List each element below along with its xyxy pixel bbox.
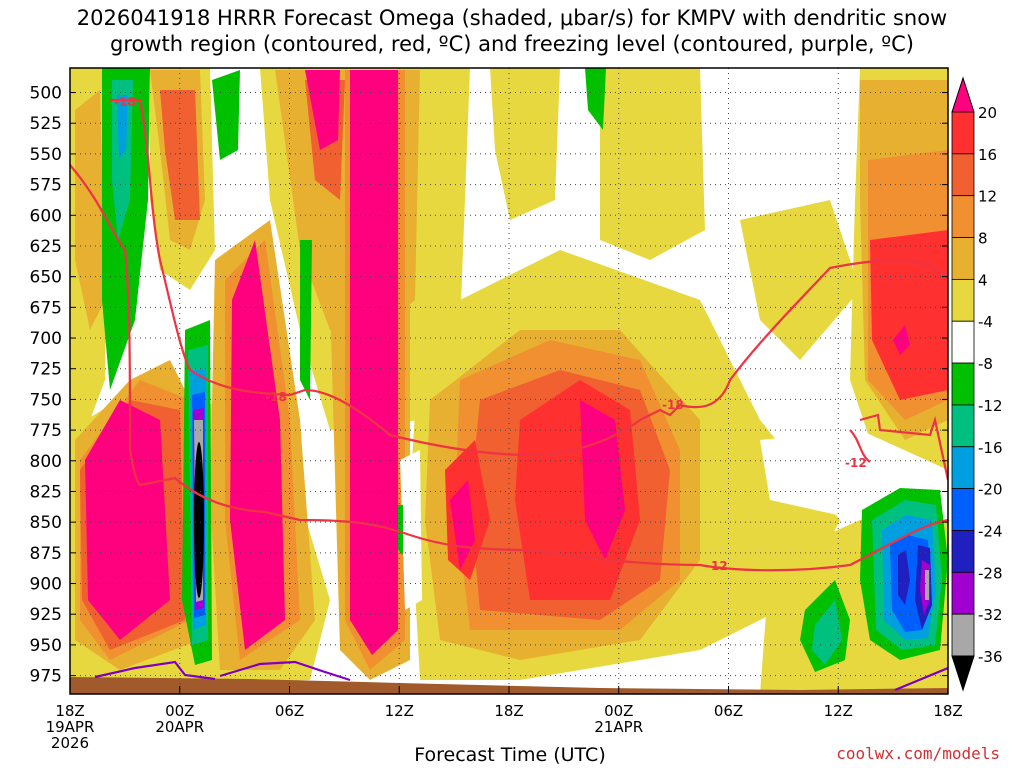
x-tick-label: 00Z bbox=[165, 702, 194, 720]
y-tick-label: 675 bbox=[30, 298, 62, 318]
colorbar-label: 20 bbox=[978, 104, 997, 122]
contour-label-group: -18 -18 -18 -12 -12 bbox=[114, 95, 867, 573]
colorbar-segment bbox=[951, 153, 975, 197]
colorbar-segment bbox=[951, 530, 975, 573]
y-tick-label: 625 bbox=[30, 237, 62, 257]
y-tick-label: 775 bbox=[30, 421, 62, 441]
x-tick-label: 12Z bbox=[385, 702, 414, 720]
colorbar-segment bbox=[951, 446, 975, 490]
colorbar-segment bbox=[951, 613, 975, 657]
y-tick-label: 550 bbox=[30, 145, 62, 165]
contour-label-dendritic: -18 bbox=[114, 95, 136, 109]
colorbar-segment bbox=[951, 111, 975, 155]
colorbar-label: 12 bbox=[978, 188, 997, 206]
y-tick-label: 525 bbox=[30, 114, 62, 134]
x-tick-date: 19APR bbox=[46, 718, 95, 736]
y-tick-label: 825 bbox=[30, 482, 62, 502]
colorbar-segment bbox=[951, 488, 975, 531]
y-tick-label: 975 bbox=[30, 667, 62, 687]
y-tick-label: 725 bbox=[30, 360, 62, 380]
y-tick-label: 750 bbox=[30, 390, 62, 410]
x-tick-label: 06Z bbox=[714, 702, 743, 720]
colorbar: 20 16 12 8 4 -4 -8 -12 -16 -20 -24 -28 -32 -36 bbox=[951, 76, 1003, 692]
colorbar-arrow-top bbox=[951, 76, 975, 113]
colorbar-label: 8 bbox=[978, 230, 988, 248]
colorbar-label: -28 bbox=[978, 564, 1003, 582]
colorbar-label: 16 bbox=[978, 146, 997, 164]
x-axis-label: Forecast Time (UTC) bbox=[414, 744, 606, 766]
colorbar-label: -12 bbox=[978, 397, 1003, 415]
y-tick-label: 500 bbox=[30, 84, 62, 104]
colorbar-label: -32 bbox=[978, 606, 1003, 624]
contour-label-dendritic: -12 bbox=[706, 559, 728, 573]
colorbar-label: 4 bbox=[978, 271, 988, 289]
y-tick-label: 800 bbox=[30, 452, 62, 472]
x-tick-year: 2026 bbox=[51, 734, 89, 752]
x-tick-label: 18Z bbox=[55, 702, 84, 720]
colorbar-segment bbox=[951, 404, 975, 448]
y-tick-label: 850 bbox=[30, 513, 62, 533]
freezing-level-contours bbox=[94, 660, 948, 692]
y-tick-label: 700 bbox=[30, 329, 62, 349]
chart-title-line2: growth region (contoured, red, ºC) and f… bbox=[110, 32, 914, 56]
y-tick-label: 950 bbox=[30, 636, 62, 656]
y-tick-label: 575 bbox=[30, 176, 62, 196]
colorbar-arrow-bottom bbox=[951, 655, 975, 692]
colorbar-label: -16 bbox=[978, 439, 1003, 457]
credit-link[interactable]: coolwx.com/models bbox=[836, 744, 1000, 763]
dendritic-contours bbox=[70, 98, 948, 572]
x-tick-date: 20APR bbox=[155, 718, 204, 736]
y-tick-label: 925 bbox=[30, 605, 62, 625]
colorbar-segment bbox=[951, 278, 975, 322]
colorbar-label: -4 bbox=[978, 313, 993, 331]
colorbar-label: -24 bbox=[978, 522, 1003, 540]
omega-shading bbox=[70, 68, 948, 694]
colorbar-segment bbox=[951, 237, 975, 280]
colorbar-segment bbox=[951, 571, 975, 615]
colorbar-label: -20 bbox=[978, 481, 1003, 499]
x-tick-label: 12Z bbox=[824, 702, 853, 720]
x-tick-label: 18Z bbox=[933, 702, 962, 720]
colorbar-segment bbox=[951, 195, 975, 238]
x-tick-label: 06Z bbox=[275, 702, 304, 720]
y-tick-label: 600 bbox=[30, 206, 62, 226]
y-tick-label: 875 bbox=[30, 544, 62, 564]
colorbar-segment bbox=[951, 320, 975, 364]
colorbar-segment bbox=[951, 362, 975, 406]
y-tick-label: 650 bbox=[30, 268, 62, 288]
contour-label-dendritic: -12 bbox=[845, 456, 867, 470]
x-tick-label: 00Z bbox=[604, 702, 633, 720]
y-tick-label: 900 bbox=[30, 575, 62, 595]
colorbar-label: -8 bbox=[978, 355, 993, 373]
chart-title-line1: 2026041918 HRRR Forecast Omega (shaded, … bbox=[76, 6, 948, 30]
x-tick-label: 18Z bbox=[494, 702, 523, 720]
x-tick-date: 21APR bbox=[594, 718, 643, 736]
contour-label-dendritic: -18 bbox=[265, 390, 287, 404]
colorbar-label: -36 bbox=[978, 648, 1003, 666]
contour-label-dendritic: -18 bbox=[662, 398, 684, 412]
y-axis: 500 525 550 575 600 625 650 675 700 725 750 775 800 8… bbox=[30, 84, 948, 687]
